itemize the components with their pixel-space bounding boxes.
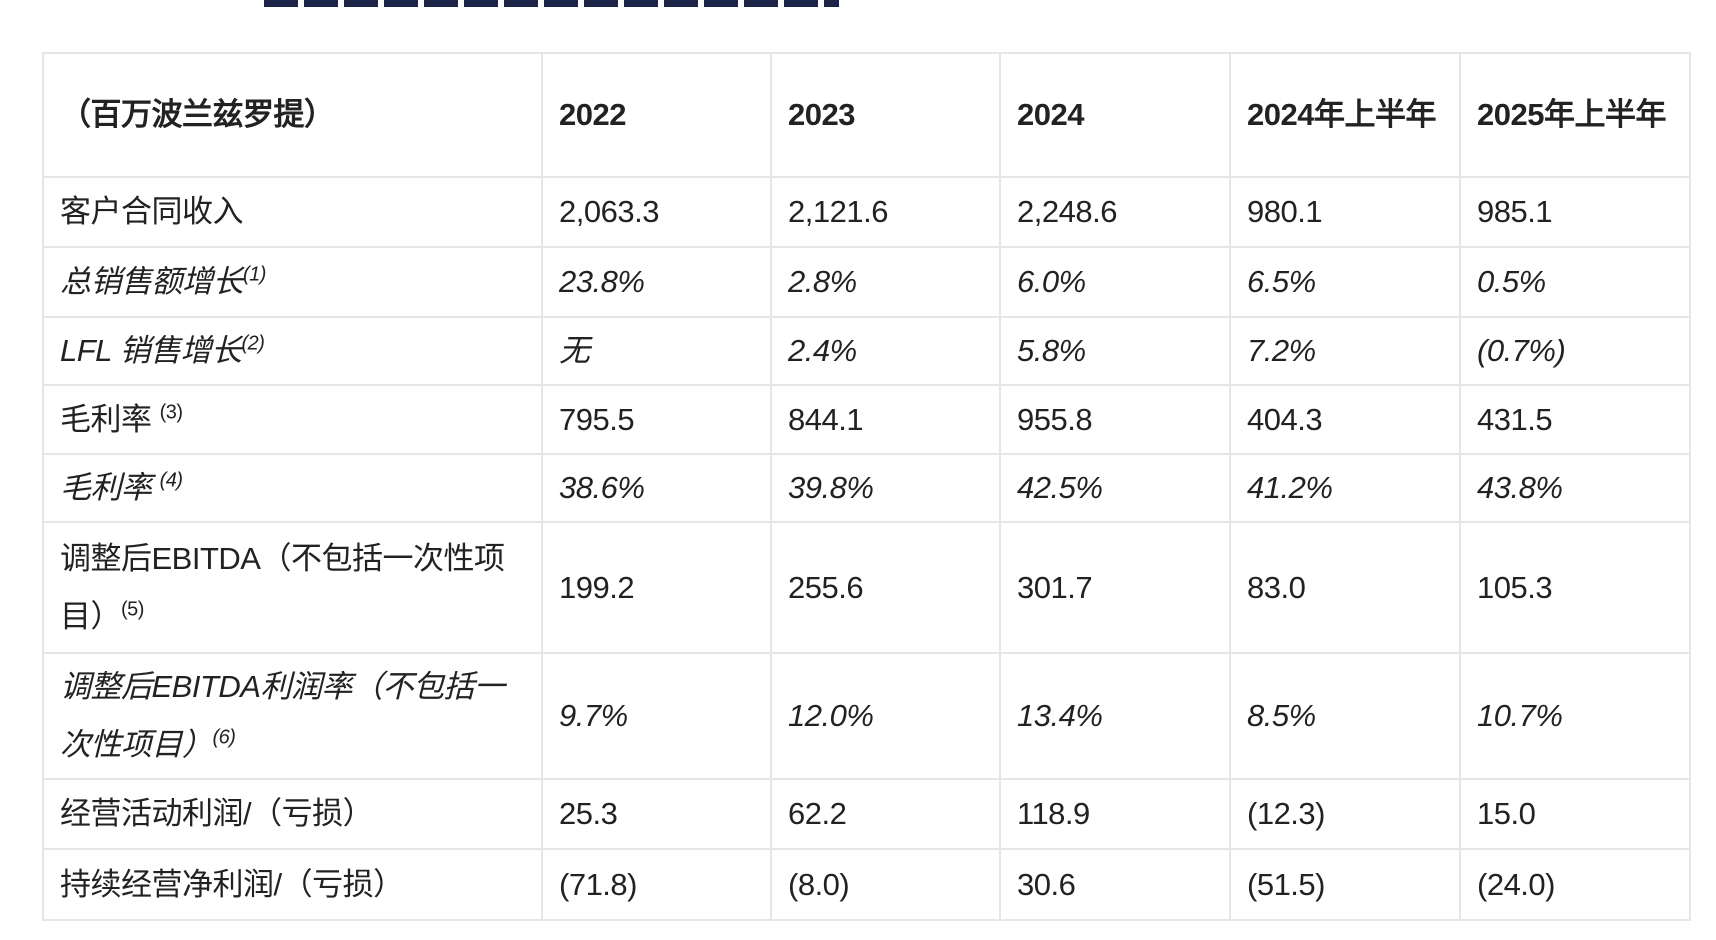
table-cell: 2,248.6 [999, 176, 1231, 248]
row-label: 调整后EBITDA（不包括一次性项目）(5) [42, 521, 543, 654]
table-cell: 30.6 [999, 848, 1231, 921]
table-cell: 12.0% [770, 652, 1001, 780]
table-row: 调整后EBITDA利润率（不包括一次性项目）(6) 9.7% 12.0% 13.4% 8… [42, 652, 1691, 780]
table-cell: 62.2 [770, 778, 1001, 850]
table-row: 经营活动利润/（亏损） 25.3 62.2 118.9 (12.3) 15.0 [42, 778, 1691, 850]
table-cell: (71.8) [541, 848, 772, 921]
table-cell: 9.7% [541, 652, 772, 780]
table-header-row: （百万波兰兹罗提） 2022 2023 2024 2024年上半年 2025年上… [42, 52, 1691, 178]
table-cell: 0.5% [1459, 246, 1691, 318]
table-cell: 15.0 [1459, 778, 1691, 850]
footnote-ref: (3) [159, 401, 183, 424]
table-cell: 2,121.6 [770, 176, 1001, 248]
footnote-ref: (2) [241, 332, 265, 355]
footnote-ref: (4) [159, 469, 183, 492]
row-label-text: 总销售额增长 [60, 264, 244, 299]
table-cell: 199.2 [541, 521, 772, 654]
row-label: LFL 销售增长(2) [42, 316, 543, 386]
table-cell: 985.1 [1459, 176, 1691, 248]
row-label: 调整后EBITDA利润率（不包括一次性项目）(6) [42, 652, 543, 780]
table-cell: 795.5 [541, 384, 772, 455]
table-row: 毛利率 (3) 795.5 844.1 955.8 404.3 431.5 [42, 384, 1691, 455]
table-cell: 39.8% [770, 453, 1001, 523]
table-cell: 6.0% [999, 246, 1231, 318]
table-cell: 8.5% [1229, 652, 1461, 780]
table-cell: 431.5 [1459, 384, 1691, 455]
row-label-text: 客户合同收入 [60, 194, 244, 229]
header-unit: （百万波兰兹罗提） [42, 52, 543, 178]
header-2023: 2023 [770, 52, 1001, 178]
table-cell: 301.7 [999, 521, 1231, 654]
table-row: 毛利率 (4) 38.6% 39.8% 42.5% 41.2% 43.8% [42, 453, 1691, 523]
table-cell: 5.8% [999, 316, 1231, 386]
footnote-ref: (1) [243, 263, 266, 286]
table-row: 客户合同收入 2,063.3 2,121.6 2,248.6 980.1 985.1 [42, 176, 1691, 248]
table-cell: 980.1 [1229, 176, 1461, 248]
header-h1-2025: 2025年上半年 [1459, 52, 1691, 178]
table-cell: 844.1 [770, 384, 1001, 455]
row-label-text: 毛利率 [60, 401, 160, 437]
table-row: 持续经营净利润/（亏损） (71.8) (8.0) 30.6 (51.5) (24.0) [42, 848, 1691, 921]
header-h1-2024: 2024年上半年 [1229, 52, 1461, 178]
row-label-text: 调整后EBITDA利润率（不包括一次性项目） [60, 669, 505, 762]
table-row: LFL 销售增长(2) 无 2.4% 5.8% 7.2% (0.7%) [42, 316, 1691, 386]
table-cell: 23.8% [541, 246, 772, 318]
header-2022: 2022 [541, 52, 772, 178]
table-cell: 42.5% [999, 453, 1231, 523]
row-label-text: 持续经营净利润/（亏损） [60, 866, 404, 902]
table-cell: 118.9 [999, 778, 1231, 850]
table-cell: 105.3 [1459, 521, 1691, 654]
table-cell: (24.0) [1459, 848, 1691, 921]
table-row: 总销售额增长(1) 23.8% 2.8% 6.0% 6.5% 0.5% [42, 246, 1691, 318]
table-cell: 955.8 [999, 384, 1231, 455]
row-label: 持续经营净利润/（亏损） [42, 848, 543, 921]
row-label: 经营活动利润/（亏损） [42, 778, 543, 850]
table-cell: 13.4% [999, 652, 1231, 780]
table-cell: 2,063.3 [541, 176, 772, 248]
footnote-ref: (5) [121, 598, 144, 621]
table-cell: 无 [541, 316, 772, 386]
row-label-text: 经营活动利润/（亏损） [60, 796, 374, 831]
table-cell: 41.2% [1229, 453, 1461, 523]
row-label-text: LFL 销售增长 [60, 333, 242, 368]
footnote-ref: (6) [212, 726, 236, 749]
header-2024: 2024 [999, 52, 1231, 178]
financial-table: （百万波兰兹罗提） 2022 2023 2024 2024年上半年 2025年上… [42, 52, 1691, 921]
table-cell: 83.0 [1229, 521, 1461, 654]
table-cell: 255.6 [770, 521, 1001, 654]
page-title-cropped [264, 0, 839, 7]
table-cell: 404.3 [1229, 384, 1461, 455]
table-cell: (0.7%) [1459, 316, 1691, 386]
row-label: 毛利率 (3) [42, 384, 543, 455]
table-cell: 2.8% [770, 246, 1001, 318]
table-cell: 6.5% [1229, 246, 1461, 318]
table-cell: 38.6% [541, 453, 772, 523]
table-cell: 2.4% [770, 316, 1001, 386]
row-label: 总销售额增长(1) [42, 246, 543, 318]
row-label-text: 调整后EBITDA（不包括一次性项目） [60, 540, 505, 634]
table-cell: (12.3) [1229, 778, 1461, 850]
table-cell: 43.8% [1459, 453, 1691, 523]
table-cell: (8.0) [770, 848, 1001, 921]
row-label-text: 毛利率 [60, 470, 160, 505]
table-cell: 25.3 [541, 778, 772, 850]
table-cell: 7.2% [1229, 316, 1461, 386]
table-row: 调整后EBITDA（不包括一次性项目）(5) 199.2 255.6 301.7 83.… [42, 521, 1691, 654]
table-cell: 10.7% [1459, 652, 1691, 780]
table-cell: (51.5) [1229, 848, 1461, 921]
row-label: 毛利率 (4) [42, 453, 543, 523]
row-label: 客户合同收入 [42, 176, 543, 248]
